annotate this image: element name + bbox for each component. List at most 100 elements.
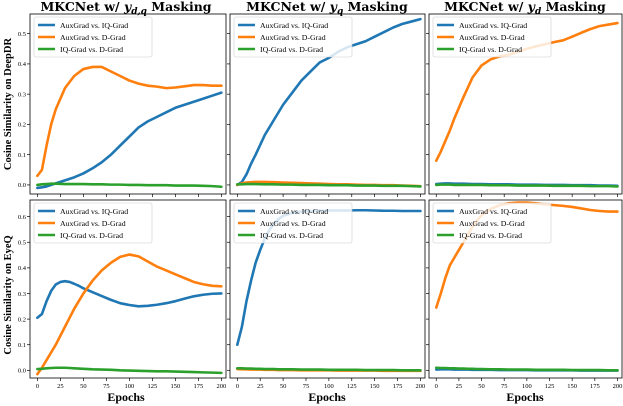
x-axis-label-middle: Epochs — [308, 390, 346, 404]
legend-label: AuxGrad vs. D-Grad — [60, 219, 126, 228]
legend-box — [432, 202, 552, 244]
series-line-auxgrad-iqgrad — [236, 17, 422, 187]
column-title-d-masking: MKCNet w/ yd Masking — [444, 0, 606, 17]
legend: AuxGrad vs. IQ-Grad AuxGrad vs. D-Grad IQ-… — [33, 202, 153, 244]
x-tick-label: 0 — [236, 383, 239, 390]
plot-frame — [229, 199, 426, 379]
x-tick-label: 75 — [303, 383, 310, 390]
y-tick-label: 0.4 — [18, 61, 27, 68]
x-tick-label: 100 — [522, 383, 532, 390]
y-tick-label: 0.4 — [18, 265, 27, 272]
x-tick-label: 50 — [80, 383, 87, 390]
x-tick-label: 125 — [148, 383, 158, 390]
x-axis-label-right: Epochs — [506, 390, 544, 404]
y-tick-label: 0.0 — [18, 368, 26, 375]
series-line-auxgrad-dgrad — [36, 65, 223, 178]
legend-label: IQ-Grad vs. D-Grad — [260, 231, 323, 240]
series-line-iqgrad-dgrad — [236, 366, 422, 372]
legend-box — [233, 16, 353, 58]
x-tick-label: 100 — [125, 383, 135, 390]
y-tick-label: 0.1 — [18, 342, 26, 349]
row-label-deepdr: Cosine Similarity on DeepDR — [3, 38, 14, 171]
x-tick-label: 175 — [393, 383, 403, 390]
y-tick-label: 0.5 — [18, 240, 26, 247]
x-tick-label: 150 — [171, 383, 181, 390]
y-tick-label: 0.3 — [18, 91, 26, 98]
series-line-iqgrad-dgrad — [434, 183, 619, 188]
legend-box — [233, 202, 353, 244]
x-tick-label: 25 — [57, 383, 64, 390]
legend-label: AuxGrad vs. IQ-Grad — [459, 207, 527, 216]
plot-frame — [428, 13, 623, 195]
y-tick-label: 0.2 — [18, 122, 26, 129]
subplot-6: 0 25 50 75 100 125 150 175 200 AuxGrad vs. IQ-Gra… — [426, 199, 623, 390]
x-tick-label: 100 — [324, 383, 334, 390]
y-tick-label: 0.1 — [18, 152, 26, 159]
series-line-iqgrad-dgrad — [36, 182, 223, 189]
y-tick-label: 0.3 — [18, 291, 26, 298]
plot-frame — [29, 199, 227, 379]
x-tick-label: 25 — [257, 383, 264, 390]
y-tick-label: 0.6 — [18, 214, 27, 221]
row-label-eyeq: Cosine Similarity on EyeQ — [3, 235, 14, 354]
plot-frame — [428, 199, 623, 379]
legend-label: AuxGrad vs. D-Grad — [459, 33, 525, 42]
series-line-iqgrad-dgrad — [36, 366, 223, 375]
legend-box — [432, 16, 552, 58]
legend-label: AuxGrad vs. D-Grad — [459, 219, 525, 228]
x-tick-label: 50 — [478, 383, 485, 390]
legend-label: IQ-Grad vs. D-Grad — [459, 45, 522, 54]
legend-label: AuxGrad vs. D-Grad — [260, 33, 326, 42]
x-tick-label: 200 — [613, 383, 623, 390]
series-line-auxgrad-iqgrad — [36, 279, 223, 320]
series-line-iqgrad-dgrad — [236, 182, 422, 188]
x-tick-label: 75 — [501, 383, 508, 390]
column-title-deepdr-dq-masking: MKCNet w/ yd,q Masking — [40, 0, 211, 17]
subplot-3: AuxGrad vs. IQ-Grad AuxGrad vs. D-Grad IQ-… — [426, 13, 623, 197]
legend-box — [33, 16, 153, 58]
x-tick-label: 50 — [280, 383, 287, 390]
legend-label: AuxGrad vs. D-Grad — [60, 33, 126, 42]
series-line-auxgrad-iqgrad — [36, 91, 223, 190]
x-tick-label: 200 — [217, 383, 227, 390]
x-tick-label: 0 — [36, 383, 39, 390]
legend: AuxGrad vs. IQ-Grad AuxGrad vs. D-Grad IQ-… — [432, 202, 552, 244]
column-title-q-masking: MKCNet w/ yq Masking — [246, 0, 408, 17]
x-tick-label: 75 — [103, 383, 110, 390]
plot-frame — [229, 13, 426, 195]
legend-label: AuxGrad vs. IQ-Grad — [60, 21, 128, 30]
series-group — [36, 65, 223, 190]
subplot-5: 0 25 50 75 100 125 150 175 200 AuxGrad vs. IQ-Gra… — [227, 199, 426, 390]
subplot-2: AuxGrad vs. IQ-Grad AuxGrad vs. D-Grad IQ-… — [227, 13, 426, 197]
legend-label: AuxGrad vs. IQ-Grad — [459, 21, 527, 30]
legend-label: AuxGrad vs. IQ-Grad — [60, 207, 128, 216]
legend-label: IQ-Grad vs. D-Grad — [60, 45, 123, 54]
x-tick-label: 200 — [416, 383, 426, 390]
series-group — [236, 17, 422, 188]
x-tick-label: 175 — [194, 383, 204, 390]
subplot-grid: 0.0 0.1 0.2 0.3 0.4 0.5 AuxGrad vs. IQ-Grad Aux… — [18, 13, 623, 390]
x-axis-label-left: Epochs — [107, 390, 145, 404]
legend: AuxGrad vs. IQ-Grad AuxGrad vs. D-Grad IQ-… — [33, 16, 153, 58]
y-tick-label: 0.0 — [18, 182, 26, 189]
y-tick-label: 0.2 — [18, 316, 26, 323]
series-group — [36, 253, 223, 376]
legend: AuxGrad vs. IQ-Grad AuxGrad vs. D-Grad IQ-… — [233, 202, 353, 244]
legend: AuxGrad vs. IQ-Grad AuxGrad vs. D-Grad IQ-… — [432, 16, 552, 58]
legend-label: IQ-Grad vs. D-Grad — [260, 45, 323, 54]
x-tick-label: 175 — [590, 383, 600, 390]
series-line-auxgrad-dgrad — [36, 253, 223, 376]
legend: AuxGrad vs. IQ-Grad AuxGrad vs. D-Grad IQ-… — [233, 16, 353, 58]
x-tick-label: 25 — [456, 383, 463, 390]
legend-label: IQ-Grad vs. D-Grad — [60, 231, 123, 240]
legend-label: AuxGrad vs. D-Grad — [260, 219, 326, 228]
legend-box — [33, 202, 153, 244]
series-line-iqgrad-dgrad — [434, 366, 619, 372]
legend-label: IQ-Grad vs. D-Grad — [459, 231, 522, 240]
x-tick-label: 150 — [567, 383, 577, 390]
x-tick-label: 125 — [545, 383, 555, 390]
x-tick-label: 150 — [370, 383, 380, 390]
legend-label: AuxGrad vs. IQ-Grad — [260, 21, 328, 30]
